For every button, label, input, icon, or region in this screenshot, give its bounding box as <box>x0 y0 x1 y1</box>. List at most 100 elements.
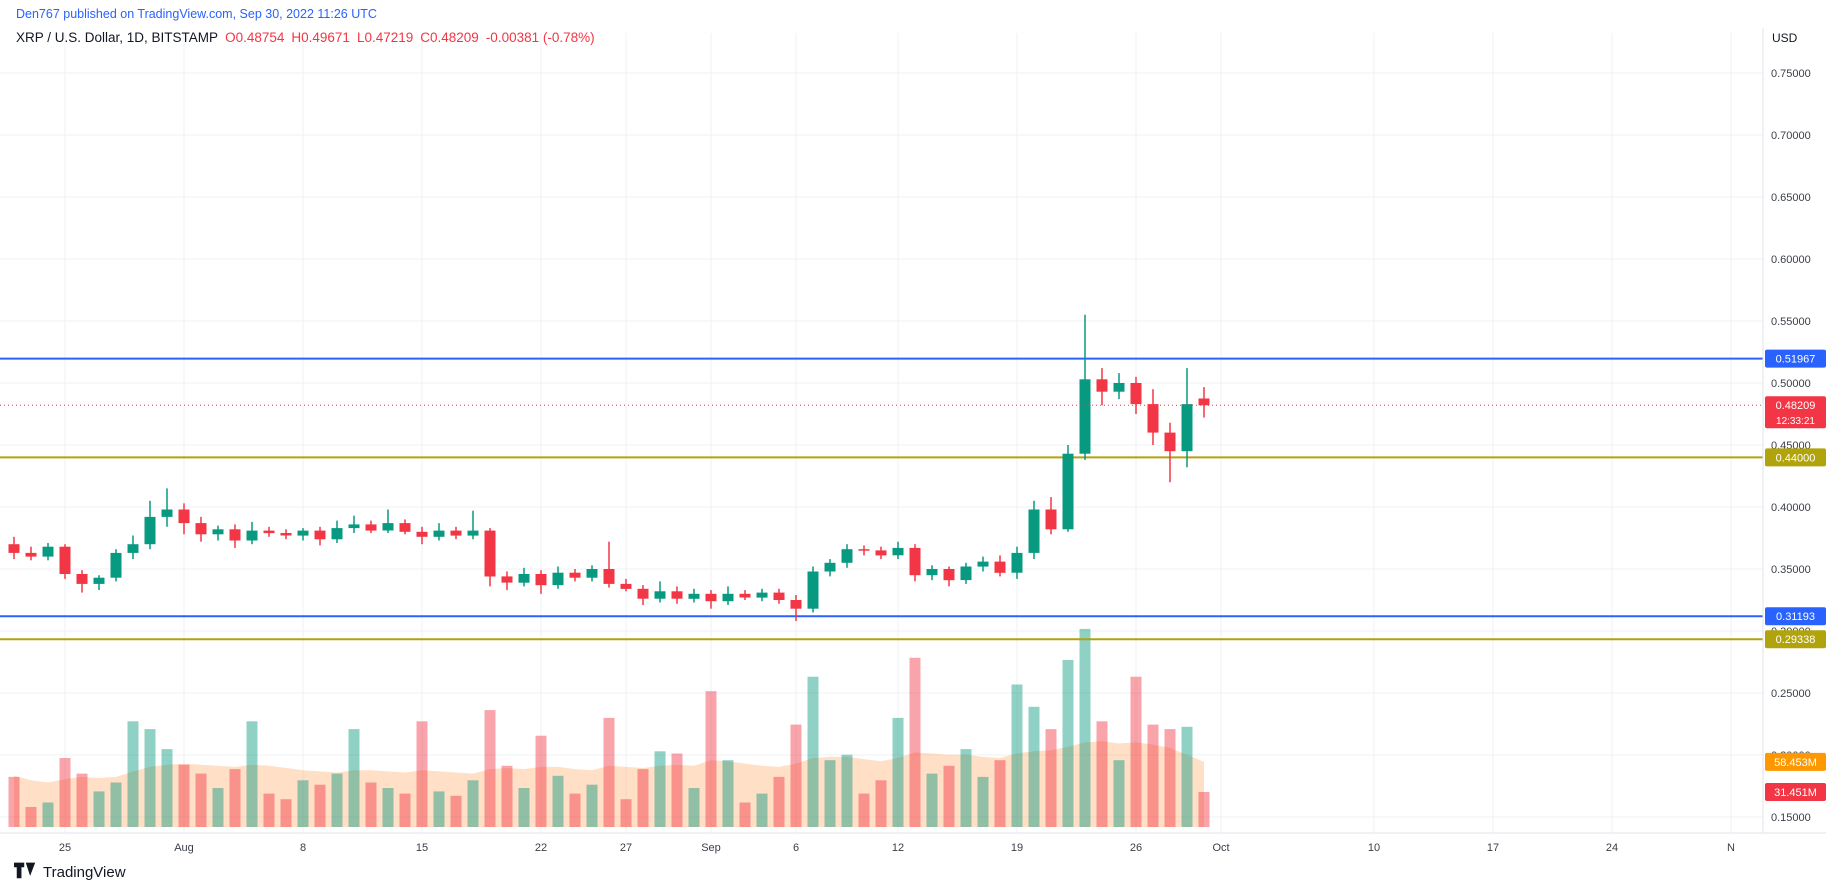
volume-bar <box>620 799 632 827</box>
candle-body <box>1130 383 1142 405</box>
volume-bar <box>42 802 54 827</box>
price-tick-label: 0.70000 <box>1771 130 1811 142</box>
candle-body <box>1181 404 1193 452</box>
volume-bar <box>1198 792 1210 827</box>
volume-bar <box>280 799 292 827</box>
volume-bar <box>1113 760 1125 827</box>
volume-bar <box>943 765 955 827</box>
price-tick-label: 0.65000 <box>1771 192 1811 204</box>
level-price-badge-label: 0.29338 <box>1776 634 1816 646</box>
volume-bar <box>858 793 870 827</box>
volume-bar <box>705 691 717 827</box>
time-tick-label: Aug <box>174 842 194 854</box>
candle-body <box>382 523 394 531</box>
volume-bar <box>654 751 666 827</box>
volume-bar <box>501 765 513 827</box>
candle-body <box>994 561 1006 573</box>
candle-body <box>212 529 224 535</box>
volume-bars <box>8 628 1210 827</box>
attribution-link[interactable]: Den767 published on TradingView.com, Sep… <box>16 7 377 21</box>
candle-body <box>433 530 445 537</box>
volume-bar <box>637 769 649 827</box>
volume-bar <box>688 788 700 827</box>
candle-body <box>263 530 275 534</box>
candle-body <box>467 530 479 536</box>
volume-bar <box>110 782 122 827</box>
candle-body <box>807 571 819 609</box>
volume-bar <box>909 657 921 827</box>
level-price-badge <box>1765 349 1826 368</box>
candle-body <box>331 528 343 540</box>
candle-body <box>586 569 598 578</box>
candle-body <box>348 524 360 529</box>
candle-body <box>603 569 615 584</box>
candle-body <box>297 530 309 536</box>
candle-body <box>688 593 700 599</box>
low-field: L0.47219 <box>356 30 414 45</box>
level-lines <box>0 357 1763 641</box>
price-tick-label: 0.40000 <box>1771 502 1811 514</box>
candle-body <box>178 509 190 524</box>
time-axis[interactable]: 25 Aug 8 15 22 27 Sep 6 12 19 26 Oct 10 17 24 N <box>59 842 1735 854</box>
candle-body <box>620 583 632 589</box>
volume-bar <box>807 676 819 827</box>
volume-bar <box>246 721 258 827</box>
volume-bar <box>1164 729 1176 827</box>
candle-body <box>280 533 292 536</box>
volume-bar <box>212 788 224 827</box>
volume-bar <box>161 749 173 827</box>
volume-bar <box>586 784 598 827</box>
candle-body <box>1147 404 1159 433</box>
volume-bar <box>331 773 343 827</box>
candle-body <box>790 600 802 609</box>
time-tick-label: 10 <box>1368 842 1380 854</box>
candle-body <box>858 549 870 551</box>
volume-bar <box>127 721 139 827</box>
candle-body <box>535 574 547 586</box>
volume-bar <box>484 710 496 827</box>
price-tick-label: 0.35000 <box>1771 564 1811 576</box>
volume-bar <box>382 788 394 827</box>
candle-body <box>161 509 173 517</box>
last-price-badge-label: 0.48209 <box>1776 400 1816 412</box>
volume-badge <box>1765 783 1826 801</box>
candle-body <box>416 531 428 537</box>
volume-bar <box>671 753 683 827</box>
volume-bar <box>535 735 547 827</box>
volume-bar <box>178 764 190 827</box>
volume-bar <box>144 729 156 827</box>
time-tick-label: 27 <box>620 842 632 854</box>
open-field: O0.48754 <box>225 30 285 45</box>
candle-body <box>841 549 853 563</box>
volume-badge <box>1765 752 1826 771</box>
volume-bar <box>1079 628 1091 827</box>
price-tick-label: 0.60000 <box>1771 254 1811 266</box>
level-price-badge <box>1765 630 1826 649</box>
candle-body <box>127 544 139 553</box>
volume-bar <box>1045 729 1057 827</box>
price-axis[interactable]: 0.150000.200000.250000.300000.350000.400… <box>1771 68 1811 824</box>
volume-bar <box>569 793 581 827</box>
volume-bar <box>994 760 1006 827</box>
candle-body <box>926 569 938 576</box>
candle-body <box>552 572 564 586</box>
tradingview-logo[interactable]: TradingView <box>14 862 126 882</box>
candle-body <box>76 574 88 584</box>
candle-body <box>1113 383 1125 392</box>
candle-body <box>314 530 326 540</box>
volume-bar <box>892 717 904 827</box>
candle-body <box>484 530 496 577</box>
volume-bar <box>756 793 768 827</box>
volume-bar <box>76 773 88 827</box>
volume-bar <box>416 721 428 827</box>
candle-body <box>960 566 972 581</box>
candle-body <box>654 591 666 599</box>
candle-body <box>1062 453 1074 530</box>
time-tick-label: 12 <box>892 842 904 854</box>
price-tick-label: 0.25000 <box>1771 688 1811 700</box>
candle-body <box>977 561 989 567</box>
level-price-badge-label: 0.31193 <box>1776 611 1815 623</box>
grid-lines <box>0 33 1763 833</box>
volume-bar <box>926 773 938 827</box>
